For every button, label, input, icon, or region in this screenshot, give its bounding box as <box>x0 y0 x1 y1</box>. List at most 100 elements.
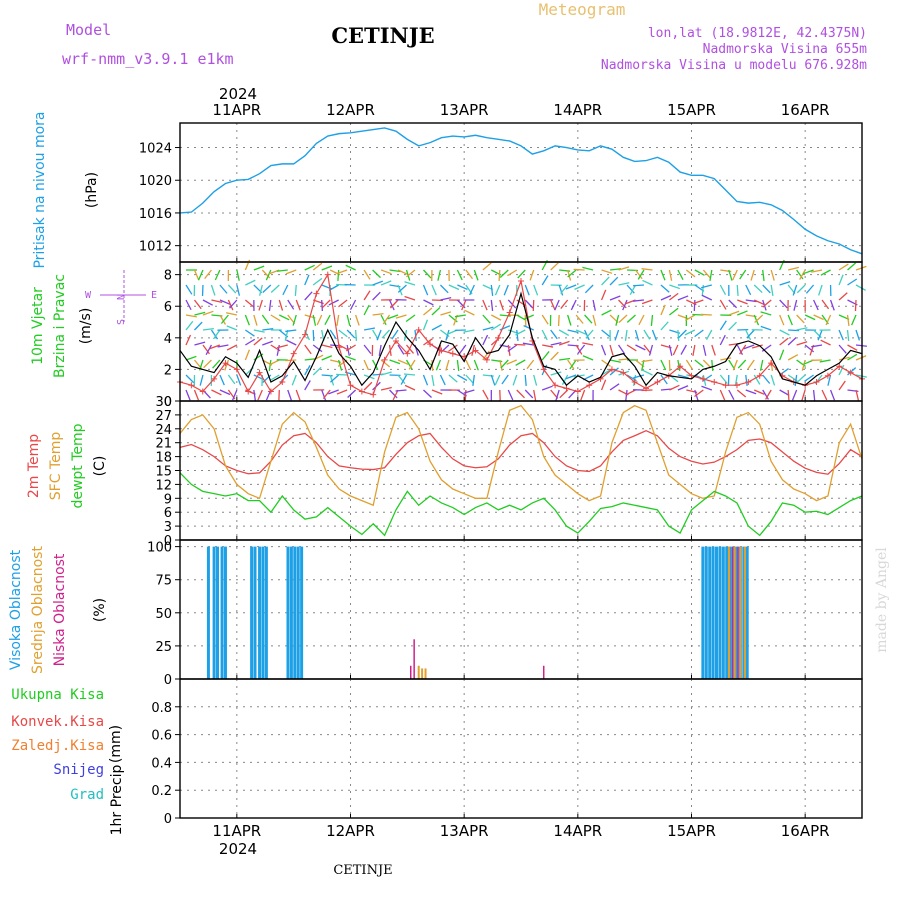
wind-barb <box>709 269 713 281</box>
wind-barb <box>847 278 858 286</box>
wind-barb <box>745 299 757 303</box>
wind-barb <box>253 314 258 326</box>
wind-barb <box>732 359 738 371</box>
wind-barb <box>397 374 406 384</box>
wind-barb <box>445 359 450 371</box>
wind-barb <box>431 389 443 395</box>
wind-barb <box>734 374 738 386</box>
wind-barb <box>482 350 490 361</box>
wind-barb <box>677 295 689 301</box>
wind-gust-marker <box>813 379 820 386</box>
y-tick-label: 6 <box>164 506 172 521</box>
wind-barb <box>217 344 229 348</box>
wind-barb <box>224 359 230 371</box>
wind-barb <box>541 275 549 286</box>
wind-barb <box>499 314 511 317</box>
wind-barb <box>363 269 371 280</box>
wind-barb <box>569 359 577 370</box>
wind-barb <box>541 351 550 361</box>
wind-barb <box>541 329 548 341</box>
wind-barb <box>660 304 666 316</box>
wind-barb <box>372 329 379 340</box>
wind-barb <box>397 344 405 355</box>
elevation-text: Nadmorska Visina 655m <box>703 42 868 57</box>
wind-gust-marker <box>518 277 524 284</box>
wind-barb <box>634 269 643 280</box>
wind-barb <box>584 284 594 294</box>
wind-barb <box>660 359 667 371</box>
wind-barb <box>624 329 628 341</box>
wind-barb <box>745 374 748 386</box>
wind-barb <box>737 359 747 369</box>
wind-barb <box>245 279 256 286</box>
wind-barb <box>813 314 824 321</box>
precip-legend-graup: Grad <box>70 787 104 803</box>
y-tick-label: 0 <box>164 673 172 688</box>
wind-barb <box>728 321 737 331</box>
wind-barb <box>677 269 684 281</box>
wind-barb <box>405 359 413 370</box>
wind-barb <box>210 329 219 340</box>
wind-barb <box>261 314 270 325</box>
wind-barb <box>395 314 407 319</box>
wind-barb <box>193 299 202 310</box>
wind-barb <box>650 314 654 327</box>
wind-barb <box>202 299 213 306</box>
wind-barb <box>787 354 799 361</box>
wind-barb <box>322 389 331 400</box>
wind-barb <box>389 359 401 365</box>
wind-barb <box>437 269 442 281</box>
wind-barb <box>719 389 726 401</box>
wind-barb <box>751 344 763 349</box>
wind-barb <box>193 389 200 401</box>
bottom-date-label: 16APR <box>781 822 830 840</box>
wind-barb <box>448 344 458 352</box>
wind-barb <box>507 389 514 401</box>
wind-barb <box>601 329 611 338</box>
wind-barb <box>584 314 593 324</box>
wind-barb <box>448 374 458 383</box>
wind-axis-unit: (m/s) <box>78 308 94 345</box>
y-tick-label: 2 <box>164 363 172 378</box>
wind-barb <box>278 299 284 311</box>
wind-barb <box>584 329 590 341</box>
wind-barb <box>294 284 297 297</box>
wind-barb <box>641 359 653 363</box>
wind-barb <box>719 374 728 384</box>
wind-barb <box>336 389 348 395</box>
wind-barb <box>363 344 372 355</box>
wind-barb <box>270 314 281 322</box>
y-tick-label: 8 <box>164 269 172 284</box>
wind-barb <box>601 368 612 376</box>
wind-barb <box>529 269 535 281</box>
wind-barb <box>838 292 848 301</box>
wind-barb <box>185 314 197 318</box>
pressure-axis-title: Pritisak na nivou mora <box>32 111 48 268</box>
wind-barb <box>336 373 348 376</box>
wind-gust-marker <box>847 369 854 376</box>
wind-barb <box>363 290 371 301</box>
wind-barb <box>694 269 705 276</box>
wind-barb <box>796 284 806 294</box>
wind-barb <box>473 359 479 371</box>
precip-legend-total: Ukupna Kisa <box>11 687 104 703</box>
wind-barb <box>392 389 399 401</box>
wind-barb <box>792 284 798 296</box>
wind-barb <box>197 269 204 281</box>
wind-barb <box>609 383 620 391</box>
wind-barb <box>276 344 288 349</box>
wind-barb <box>811 344 823 348</box>
wind-barb <box>524 314 527 327</box>
wind-barb <box>625 389 636 396</box>
compass-north: N <box>116 294 127 300</box>
wind-barb <box>312 329 315 342</box>
y-tick-label: 24 <box>155 423 172 438</box>
wind-barb <box>506 359 518 365</box>
wind-gust-marker <box>654 379 661 386</box>
wind-barb <box>796 341 808 346</box>
precip-axis-unit: (mm) <box>108 725 124 763</box>
temp-axis-subtitle2: dewpt Temp <box>70 423 86 508</box>
wind-barb <box>818 284 823 296</box>
wind-barb <box>747 359 755 370</box>
wind-barb <box>739 344 747 355</box>
